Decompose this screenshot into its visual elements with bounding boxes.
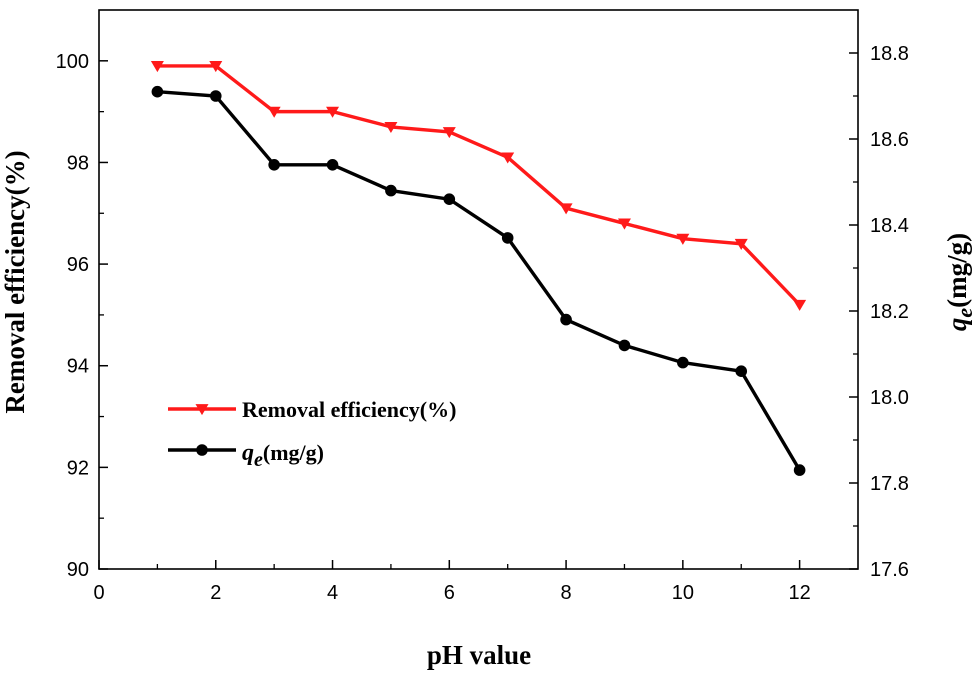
x-tick-label: 10: [672, 582, 694, 604]
y-left-tick-label: 100: [56, 51, 89, 73]
data-point-qe: [385, 184, 397, 197]
data-point-qe: [793, 464, 806, 476]
x-tick-label: 0: [93, 582, 104, 604]
x-axis-title: pH value: [427, 640, 531, 670]
y-right-tick-label: 18.8: [870, 43, 909, 65]
legend-qe-unit: (mg/g): [263, 440, 324, 465]
data-point-qe: [209, 90, 222, 102]
x-tick-label: 12: [788, 582, 810, 604]
y-right-tick-label: 18.6: [870, 129, 909, 151]
data-point-removal-efficiency: [209, 61, 223, 73]
data-point-qe: [151, 85, 164, 98]
data-point-qe: [618, 339, 631, 352]
y-left-tick-label: 94: [67, 356, 89, 378]
data-point-removal-efficiency: [793, 299, 807, 311]
data-point-qe: [677, 356, 689, 369]
data-point-removal-efficiency: [326, 106, 340, 118]
data-point-removal-efficiency: [384, 122, 398, 134]
legend-marker-qe: [196, 444, 208, 456]
y-right-axis-ticks: 17.6 17.8 18.0 18.2 18.4 18.6 18.8: [849, 43, 909, 581]
data-point-qe: [735, 365, 748, 378]
y-right-axis-title-unit: (mg/g): [942, 233, 972, 308]
data-point-qe: [501, 232, 514, 244]
y-left-axis-title: Removal efficiency(%): [0, 150, 30, 413]
data-point-qe: [326, 159, 339, 171]
x-tick-label: 2: [210, 582, 221, 604]
data-point-removal-efficiency: [442, 127, 456, 139]
y-right-tick-label: 18.4: [870, 215, 909, 237]
legend-label-removal-efficiency: Removal efficiency(%): [242, 397, 456, 422]
data-point-qe: [268, 159, 280, 171]
series-line-removal-efficiency: [157, 64, 801, 306]
series-layer: [150, 61, 807, 476]
series-line-qe: [157, 90, 802, 471]
y-left-axis-ticks: 90 92 94 96 98 100: [56, 51, 108, 581]
data-point-qe: [560, 313, 572, 326]
y-left-tick-label: 92: [67, 457, 89, 479]
data-point-removal-efficiency: [267, 106, 281, 118]
data-point-removal-efficiency: [150, 61, 164, 73]
y-right-axis-title: qe(mg/g): [942, 233, 977, 331]
legend-marker-removal-efficiency: [195, 404, 209, 416]
y-left-tick-label: 96: [67, 254, 89, 276]
y-right-axis-title-subscript: e: [952, 308, 977, 318]
data-point-removal-efficiency: [734, 238, 748, 250]
x-tick-label: 4: [327, 582, 338, 604]
plot-border: [98, 9, 859, 570]
x-axis-ticks: 0 2 4 6 8 10 12: [93, 560, 811, 604]
data-point-removal-efficiency: [617, 218, 631, 230]
legend-qe-subscript: e: [254, 449, 263, 471]
y-right-tick-label: 17.6: [870, 559, 909, 581]
legend-qe-symbol: q: [242, 440, 254, 466]
plot-frame: [98, 9, 859, 570]
data-point-removal-efficiency: [559, 203, 573, 215]
data-point-qe: [443, 193, 456, 205]
y-right-tick-label: 17.8: [870, 473, 909, 495]
x-tick-label: 8: [561, 582, 572, 604]
y-left-tick-label: 90: [67, 559, 89, 581]
data-point-removal-efficiency: [676, 233, 690, 245]
y-left-tick-label: 98: [67, 152, 89, 174]
legend-marks: [168, 404, 236, 456]
legend-label-qe: qe(mg/g): [242, 440, 324, 471]
legend: Removal efficiency(%) qe(mg/g): [168, 397, 456, 471]
y-right-tick-label: 18.2: [870, 301, 909, 323]
x-tick-label: 6: [444, 582, 455, 604]
y-right-axis-title-symbol: q: [942, 318, 972, 332]
data-point-removal-efficiency: [501, 152, 515, 164]
y-right-tick-label: 18.0: [870, 387, 909, 409]
